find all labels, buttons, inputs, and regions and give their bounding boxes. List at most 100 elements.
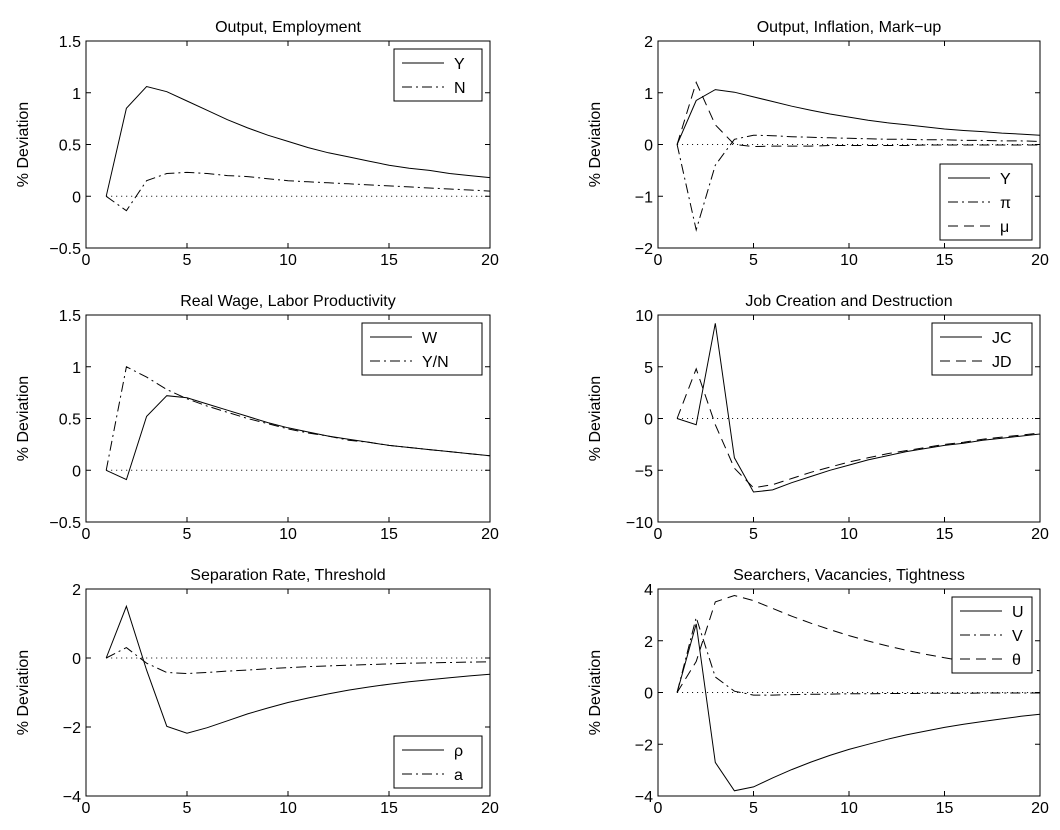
legend-label: JC	[992, 330, 1012, 347]
y-tick-label: 0.5	[59, 138, 81, 155]
y-tick-label: −2	[635, 737, 653, 754]
series-line-a	[105, 647, 491, 675]
y-tick-label: −2	[63, 720, 81, 737]
x-tick-label: 10	[840, 800, 858, 817]
legend-label: π	[1000, 195, 1011, 212]
x-tick-label: 0	[82, 526, 91, 543]
y-axis-label: % Deviation	[587, 102, 604, 187]
legend-label: ρ	[454, 743, 463, 760]
chart-title: Job Creation and Destruction	[745, 293, 952, 310]
y-tick-label: 1	[72, 86, 81, 103]
x-tick-label: 0	[82, 800, 91, 817]
y-axis-label: % Deviation	[587, 650, 604, 735]
y-tick-label: 2	[72, 582, 81, 599]
y-tick-label: 0	[72, 651, 81, 668]
x-tick-label: 20	[1031, 252, 1049, 269]
y-axis-label: % Deviation	[15, 102, 32, 187]
x-tick-label: 5	[749, 800, 758, 817]
x-tick-label: 15	[380, 526, 398, 543]
series-line-JC	[676, 323, 1041, 493]
y-tick-label: −2	[635, 241, 653, 258]
legend: W Y/N	[361, 322, 483, 376]
legend-box	[393, 48, 483, 102]
x-tick-label: 15	[380, 800, 398, 817]
y-tick-label: 10	[635, 308, 653, 325]
legend: JC JD	[931, 322, 1033, 376]
x-tick-label: 20	[1031, 800, 1049, 817]
legend-label: W	[422, 330, 438, 347]
x-tick-label: 20	[481, 800, 499, 817]
chart-title: Separation Rate, Threshold	[190, 567, 385, 584]
y-tick-label: 0.5	[59, 412, 81, 429]
y-tick-label: 0	[644, 686, 653, 703]
legend-label: N	[454, 80, 466, 97]
legend-box	[361, 322, 483, 376]
series-line-U	[676, 623, 1041, 792]
chart-title: Searchers, Vacancies, Tightness	[733, 567, 965, 584]
series-line-V	[676, 615, 1040, 696]
legend-label: μ	[1000, 219, 1009, 236]
x-tick-label: 15	[936, 800, 954, 817]
x-tick-label: 5	[183, 526, 192, 543]
x-tick-label: 10	[279, 526, 297, 543]
x-tick-label: 10	[840, 526, 858, 543]
x-tick-label: 15	[380, 252, 398, 269]
y-tick-label: 0	[644, 412, 653, 429]
x-tick-label: 0	[654, 526, 663, 543]
legend-label: Y	[454, 56, 465, 73]
x-tick-label: 5	[183, 252, 192, 269]
series-line-μ	[676, 80, 1040, 148]
chart-title: Real Wage, Labor Productivity	[180, 293, 396, 310]
x-tick-label: 0	[82, 252, 91, 269]
legend: Yπμ	[939, 163, 1033, 241]
legend-label: θ	[1012, 652, 1021, 669]
y-tick-label: 2	[644, 34, 653, 51]
subplot-4: 0 5 10 15 20 −10 −5 0 5 10 Job Creation and Destru…	[587, 293, 1049, 543]
x-tick-label: 5	[183, 800, 192, 817]
series-line-N	[105, 171, 491, 212]
x-tick-label: 15	[936, 252, 954, 269]
chart-title: Output, Employment	[215, 19, 361, 36]
subplot-6: 0 5 10 15 20 −4 −2 0 2 4 Searchers, Vacancies, Tig…	[587, 567, 1049, 817]
series-line-JD	[676, 367, 1041, 489]
legend-label: JD	[992, 354, 1012, 371]
series-line-Y	[105, 85, 491, 197]
series-line-W	[105, 395, 491, 481]
legend: ρa	[393, 735, 483, 789]
legend: UVθ	[951, 596, 1033, 674]
y-tick-label: 5	[644, 360, 653, 377]
x-tick-label: 10	[840, 252, 858, 269]
y-tick-label: 0	[72, 463, 81, 480]
y-tick-label: −0.5	[49, 241, 81, 258]
y-tick-label: 1.5	[59, 34, 81, 51]
x-tick-label: 20	[1031, 526, 1049, 543]
legend-label: V	[1012, 628, 1023, 645]
legend-box	[393, 735, 483, 789]
y-tick-label: 1	[72, 360, 81, 377]
x-tick-label: 10	[279, 800, 297, 817]
y-axis-label: % Deviation	[15, 650, 32, 735]
y-tick-label: −5	[635, 463, 653, 480]
x-tick-label: 15	[936, 526, 954, 543]
x-tick-label: 5	[749, 252, 758, 269]
x-tick-label: 10	[279, 252, 297, 269]
x-tick-label: 0	[654, 252, 663, 269]
x-tick-label: 5	[749, 526, 758, 543]
legend: YN	[393, 48, 483, 102]
y-axis-label: % Deviation	[15, 376, 32, 461]
y-tick-label: −4	[635, 789, 653, 806]
x-tick-label: 0	[654, 800, 663, 817]
subplot-5: 0 5 10 15 20 −4 −2 0 2 Separation Rate, Threshold…	[15, 567, 499, 817]
y-tick-label: 1.5	[59, 308, 81, 325]
y-tick-label: 2	[644, 634, 653, 651]
series-line-Y/N	[105, 366, 491, 471]
y-tick-label: −0.5	[49, 515, 81, 532]
y-tick-label: −4	[63, 789, 81, 806]
chart-title: Output, Inflation, Mark−up	[757, 19, 942, 36]
y-tick-label: −1	[635, 189, 653, 206]
legend-label: Y	[1000, 171, 1011, 188]
series-line-ρ	[105, 604, 491, 734]
